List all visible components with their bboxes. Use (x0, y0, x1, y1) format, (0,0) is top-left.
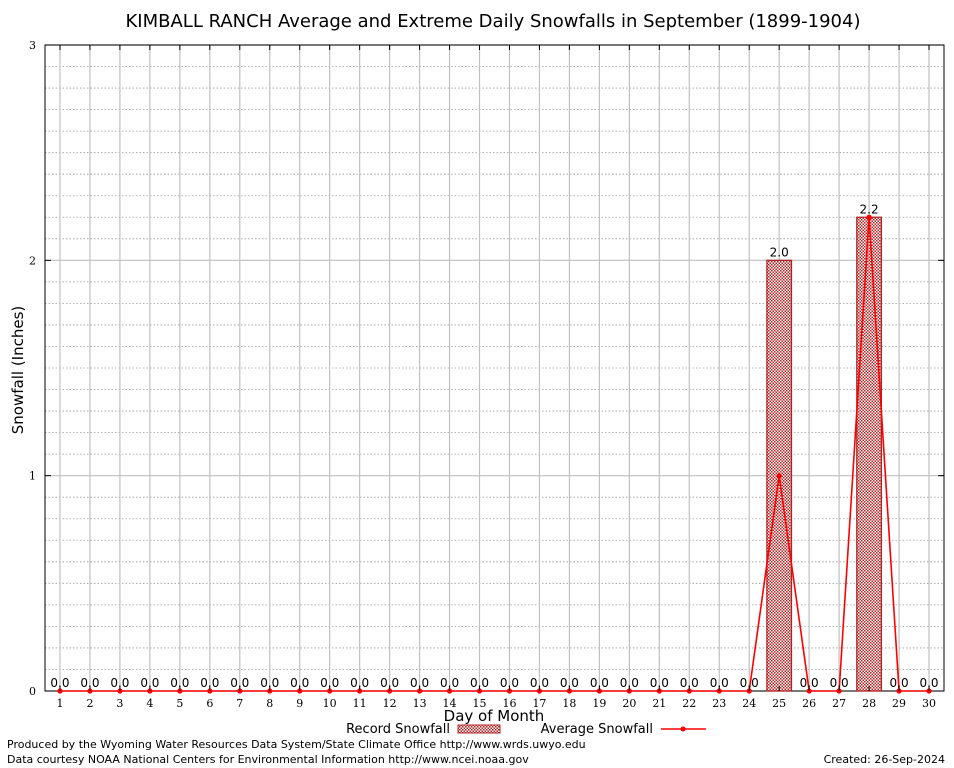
footer-created: Created: 26-Sep-2024 (823, 753, 945, 766)
data-label: 0.0 (590, 676, 609, 690)
x-tick-label: 29 (892, 697, 906, 710)
average-line (57, 214, 932, 694)
legend-average-label: Average Snowfall (541, 722, 653, 737)
x-tick-label: 21 (652, 697, 666, 710)
data-label: 0.0 (50, 676, 69, 690)
data-label: 0.0 (200, 676, 219, 690)
data-label: 0.0 (710, 676, 729, 690)
data-label: 0.0 (919, 676, 938, 690)
x-tick-label: 19 (592, 697, 606, 710)
x-tick-label: 9 (296, 697, 303, 710)
x-tick-label: 7 (236, 697, 243, 710)
x-tick-label: 12 (383, 697, 397, 710)
legend-average-marker (680, 726, 686, 732)
data-label: 0.0 (290, 676, 309, 690)
data-label: 0.0 (620, 676, 639, 690)
data-label: 0.0 (890, 676, 909, 690)
data-label: 0.0 (500, 676, 519, 690)
x-tick-label: 17 (532, 697, 546, 710)
x-tick-label: 20 (622, 697, 636, 710)
x-tick-label: 24 (742, 697, 756, 710)
x-tick-label: 14 (443, 697, 457, 710)
data-label: 0.0 (80, 676, 99, 690)
x-tick-label: 11 (353, 697, 367, 710)
x-tick-label: 3 (116, 697, 123, 710)
x-tick-label: 10 (323, 697, 337, 710)
x-tick-label: 13 (413, 697, 427, 710)
footer-data-courtesy: Data courtesy NOAA National Centers for … (7, 753, 529, 766)
average-series-line (59, 217, 930, 692)
x-tick-label: 1 (56, 697, 63, 710)
x-tick-label: 6 (206, 697, 213, 710)
data-label: 0.0 (680, 676, 699, 690)
data-label: 0.0 (830, 676, 849, 690)
x-tick-label: 23 (712, 697, 726, 710)
x-tick-label: 18 (562, 697, 576, 710)
x-tick-label: 28 (862, 697, 876, 710)
data-label: 0.0 (800, 676, 819, 690)
data-label: 0.0 (560, 676, 579, 690)
data-label: 2.2 (860, 202, 879, 216)
data-label: 0.0 (410, 676, 429, 690)
x-tick-label: 4 (146, 697, 153, 710)
x-tick-label: 2 (86, 697, 93, 710)
chart-title: KIMBALL RANCH Average and Extreme Daily … (126, 11, 861, 32)
data-label: 2.0 (770, 245, 789, 259)
data-label: 0.0 (380, 676, 399, 690)
y-tick-label: 3 (29, 39, 36, 52)
data-label: 0.0 (530, 676, 549, 690)
x-tick-label: 5 (176, 697, 183, 710)
record-bar (856, 216, 883, 692)
data-label: 0.0 (440, 676, 459, 690)
x-tick-label: 30 (922, 697, 936, 710)
y-tick-label: 2 (29, 254, 36, 267)
x-tick-label: 27 (832, 697, 846, 710)
x-tick-label: 22 (682, 697, 696, 710)
data-labels: 0.0 0.0 0.0 0.0 0.0 0.0 0.0 0.0 0.0 0.0 0.0 0.0 0.0 0… (50, 202, 938, 690)
data-label: 0.0 (470, 676, 489, 690)
legend-record-swatch (457, 724, 501, 734)
data-label: 0.0 (650, 676, 669, 690)
data-label: 0.0 (140, 676, 159, 690)
x-tick-label: 16 (502, 697, 516, 710)
average-point (866, 214, 872, 220)
x-axis-label: Day of Month (444, 707, 545, 725)
x-tick-label: 25 (772, 697, 786, 710)
data-label: 0.0 (230, 676, 249, 690)
grid (45, 44, 944, 692)
data-label: 0.0 (320, 676, 339, 690)
y-axis-label: Snowfall (Inches) (9, 306, 27, 434)
data-label: 0.0 (350, 676, 369, 690)
x-tick-label: 8 (266, 697, 273, 710)
x-tick-label: 26 (802, 697, 816, 710)
y-tick-label: 0 (29, 685, 36, 698)
legend: Record Snowfall Average Snowfall (346, 722, 706, 737)
average-point (776, 473, 782, 479)
data-label: 0.0 (170, 676, 189, 690)
data-label: 0.0 (260, 676, 279, 690)
x-tick-label: 15 (473, 697, 487, 710)
data-label: 0.0 (740, 676, 759, 690)
data-label: 0.0 (110, 676, 129, 690)
y-tick-label: 1 (29, 470, 36, 483)
footer-produced-by: Produced by the Wyoming Water Resources … (7, 738, 586, 751)
legend-record-label: Record Snowfall (346, 722, 450, 737)
